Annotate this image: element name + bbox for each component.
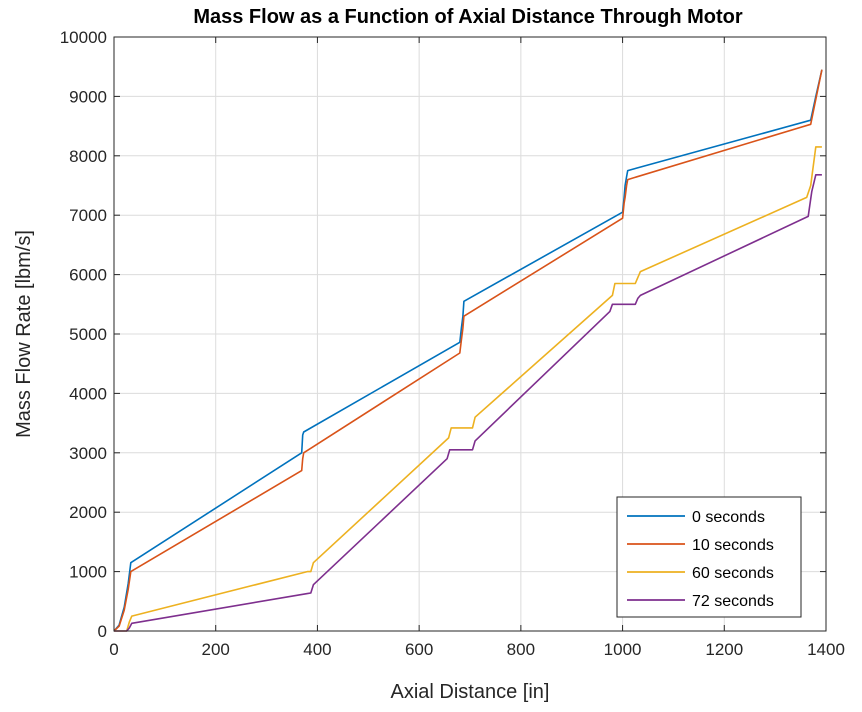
legend-label: 72 seconds — [692, 593, 774, 610]
y-axis-label: Mass Flow Rate [lbm/s] — [13, 230, 35, 438]
x-tick-label: 1200 — [705, 640, 743, 659]
y-tick-label: 5000 — [69, 325, 107, 344]
y-tick-label: 10000 — [60, 28, 107, 47]
series-line-4 — [114, 174, 822, 632]
chart-title: Mass Flow as a Function of Axial Distanc… — [193, 6, 743, 28]
y-tick-label: 9000 — [69, 87, 107, 106]
x-tick-label: 1000 — [604, 640, 642, 659]
x-tick-label: 200 — [202, 640, 230, 659]
y-tick-label: 4000 — [69, 384, 107, 403]
series-line-2 — [113, 69, 823, 632]
x-axis-label: Axial Distance [in] — [391, 681, 550, 703]
x-tick-label: 600 — [405, 640, 433, 659]
legend-label: 60 seconds — [692, 565, 774, 582]
legend-box — [616, 496, 802, 618]
legend-label: 0 seconds — [692, 509, 765, 526]
y-tick-label: 1000 — [69, 563, 107, 582]
tick-labels: 0 200 400 600 800 1000 1200 1400 0 1000 2000 3000 40… — [60, 28, 845, 659]
x-tick-label: 400 — [303, 640, 331, 659]
legend-label: 10 seconds — [692, 537, 774, 554]
tick-marks — [113, 36, 827, 632]
series-line-1 — [113, 69, 823, 632]
legend: 0 seconds 10 seconds 60 seconds 72 seconds — [616, 496, 802, 618]
series-line-3 — [114, 146, 822, 632]
x-tick-label: 1400 — [807, 640, 845, 659]
y-tick-label: 2000 — [69, 503, 107, 522]
y-tick-label: 0 — [98, 622, 107, 641]
series-layer — [113, 69, 823, 632]
y-tick-label: 7000 — [69, 206, 107, 225]
y-tick-label: 6000 — [69, 266, 107, 285]
y-tick-label: 3000 — [69, 444, 107, 463]
x-tick-label: 0 — [109, 640, 118, 659]
y-tick-label: 8000 — [69, 147, 107, 166]
x-tick-label: 800 — [507, 640, 535, 659]
